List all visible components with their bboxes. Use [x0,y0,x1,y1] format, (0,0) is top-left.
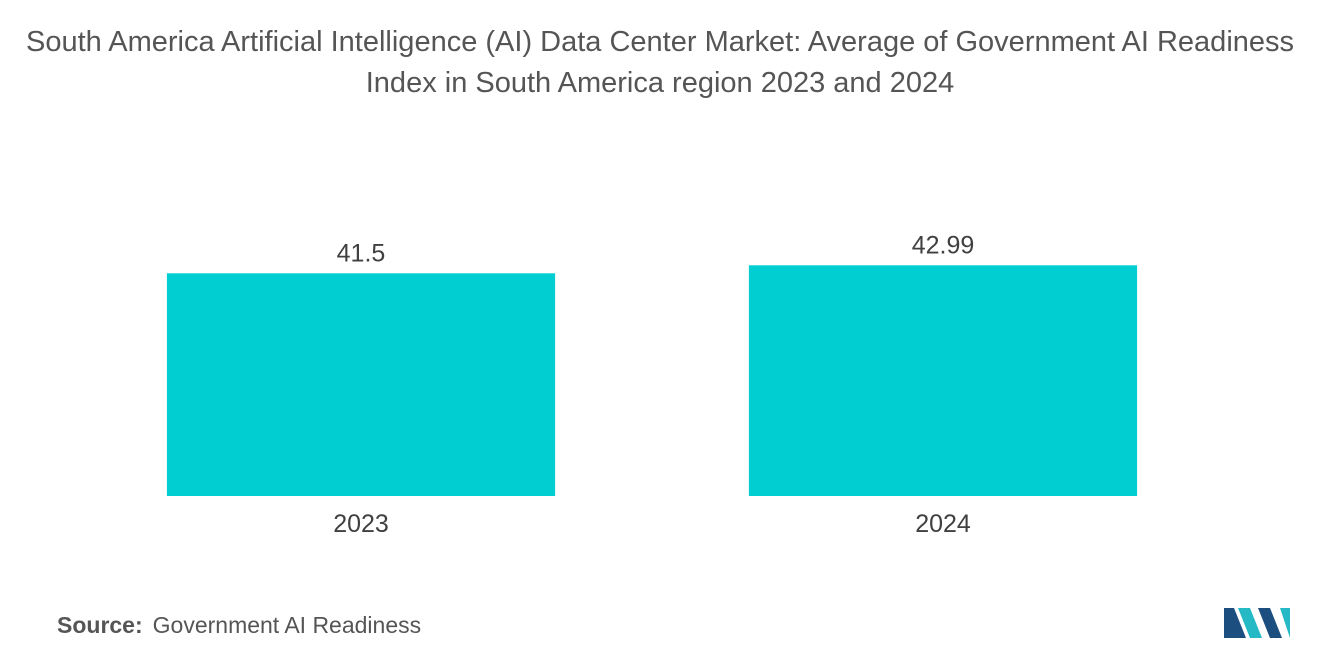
logo-middle-stripe [1238,608,1262,638]
value-label-2024: 42.99 [912,231,975,259]
bar-2024 [748,265,1138,496]
logo-right-stripe [1258,608,1282,638]
value-label-2023: 41.5 [337,239,386,267]
value-labels-group: 41.5 42.99 [337,231,975,267]
bar-2023 [166,273,556,496]
logo-end-stripe [1280,608,1290,638]
category-label-2024: 2024 [915,510,971,538]
source-note: Source: Government AI Readiness [57,612,421,639]
bars-group [166,265,1138,496]
logo-left-stripe [1224,608,1246,638]
source-label: Source: [57,612,143,638]
source-text: Government AI Readiness [152,612,422,638]
category-labels-group: 2023 2024 [333,510,971,538]
mordor-intelligence-logo-icon [1224,608,1290,638]
chart-title: South America Artificial Intelligence (A… [25,26,1295,99]
category-label-2023: 2023 [333,510,389,538]
